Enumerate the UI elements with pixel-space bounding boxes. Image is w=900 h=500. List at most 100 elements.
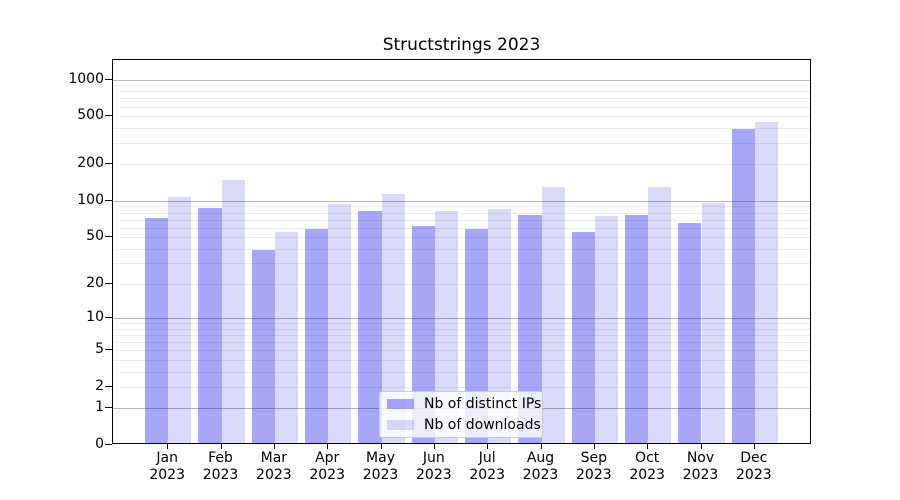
gridline-minor	[113, 212, 810, 214]
bar-distinct-ips	[464, 229, 489, 443]
y-tick	[105, 407, 112, 409]
y-tick	[105, 115, 112, 117]
x-tick	[647, 444, 649, 449]
legend-item-distinct-ips: Nb of distinct IPs	[387, 394, 542, 415]
x-tick	[433, 444, 435, 449]
y-tick-label: 20	[86, 274, 104, 291]
x-tick	[700, 444, 702, 449]
x-tick-label: Feb 2023	[202, 450, 239, 483]
x-tick	[380, 444, 382, 449]
legend-item-downloads: Nb of downloads	[387, 415, 542, 436]
gridline-major	[113, 318, 810, 320]
bar-distinct-ips	[571, 232, 595, 443]
bar-distinct-ips	[144, 218, 169, 443]
x-tick-label: Oct 2023	[629, 450, 665, 483]
legend-label-distinct-ips: Nb of distinct IPs	[424, 396, 542, 412]
bar-distinct-ips	[624, 214, 649, 443]
legend-swatch-downloads-icon	[387, 420, 414, 430]
gridline-minor	[113, 359, 810, 361]
gridline-minor	[113, 127, 810, 129]
y-tick-label: 50	[86, 228, 104, 245]
x-tick	[753, 444, 755, 449]
x-tick-label: Jan 2023	[149, 450, 185, 483]
bar-distinct-ips	[731, 128, 755, 443]
bar-distinct-ips	[198, 208, 222, 443]
x-tick	[327, 444, 329, 449]
legend-label-downloads: Nb of downloads	[424, 417, 541, 433]
y-tick	[105, 163, 112, 165]
gridline-minor	[113, 342, 810, 344]
y-tick	[105, 236, 112, 238]
gridline-minor	[113, 350, 810, 352]
gridline-minor	[113, 143, 810, 145]
gridline-minor	[113, 237, 810, 239]
y-tick	[105, 317, 112, 319]
y-tick-label: 2	[95, 377, 104, 394]
y-tick-label: 500	[77, 107, 104, 124]
y-tick-label: 1000	[68, 70, 104, 87]
y-tick-label: 100	[77, 191, 104, 208]
gridline-minor	[113, 227, 810, 229]
gridline-minor	[113, 219, 810, 221]
gridline-minor	[113, 323, 810, 325]
legend-swatch-distinct-ips-icon	[387, 399, 414, 409]
bar-downloads	[434, 210, 459, 443]
bar-distinct-ips	[304, 229, 329, 443]
gridline-minor	[113, 371, 810, 373]
gridline-minor	[113, 263, 810, 265]
x-tick	[593, 444, 595, 449]
x-tick-label: Jun 2023	[416, 450, 452, 483]
y-tick	[105, 78, 112, 80]
bar-downloads	[221, 179, 245, 443]
gridline-minor	[113, 164, 810, 166]
bar-downloads	[541, 187, 565, 443]
x-tick-label: Apr 2023	[309, 450, 345, 483]
x-tick	[167, 444, 169, 449]
legend: Nb of distinct IPs Nb of downloads	[379, 391, 543, 438]
gridline-minor	[113, 85, 810, 87]
y-tick	[105, 349, 112, 351]
gridline-minor	[113, 91, 810, 93]
bar-downloads	[328, 203, 352, 443]
bar-downloads	[274, 232, 299, 443]
bar-distinct-ips	[411, 225, 435, 443]
chart-title: Structstrings 2023	[382, 35, 541, 55]
bar-downloads	[594, 215, 619, 443]
y-tick	[105, 385, 112, 387]
bar-downloads	[701, 203, 725, 443]
x-tick	[220, 444, 222, 449]
x-tick-label: Dec 2023	[736, 450, 772, 483]
x-tick	[273, 444, 275, 449]
x-tick-label: Sep 2023	[576, 450, 612, 483]
x-tick	[540, 444, 542, 449]
gridline-minor	[113, 335, 810, 336]
gridline-major	[113, 79, 810, 81]
gridline-minor	[113, 116, 810, 118]
bar-downloads	[168, 196, 192, 443]
bar-distinct-ips	[678, 223, 702, 443]
x-tick-label: Nov 2023	[682, 450, 719, 483]
bar-downloads	[488, 209, 512, 443]
gridline-minor	[113, 386, 810, 388]
x-tick-label: Mar 2023	[256, 450, 292, 483]
x-tick-label: May 2023	[362, 450, 399, 483]
y-tick	[105, 282, 112, 284]
y-tick-label: 0	[95, 436, 104, 452]
bar-downloads	[381, 193, 405, 443]
gridline-minor	[113, 248, 810, 250]
bar-downloads	[648, 187, 672, 443]
gridline-minor	[113, 98, 810, 100]
gridline-major	[113, 200, 810, 202]
y-tick	[105, 444, 112, 445]
gridline-minor	[113, 283, 810, 285]
gridline-minor	[113, 206, 810, 208]
y-tick-label: 10	[86, 309, 104, 326]
x-tick-label: Jul 2023	[469, 450, 505, 483]
y-tick-label: 1	[95, 399, 104, 416]
gridline-minor	[113, 106, 810, 108]
y-tick-label: 5	[95, 341, 104, 358]
bar-distinct-ips	[251, 249, 275, 443]
gridline-minor	[113, 328, 810, 330]
x-tick-label: Aug 2023	[522, 450, 559, 483]
